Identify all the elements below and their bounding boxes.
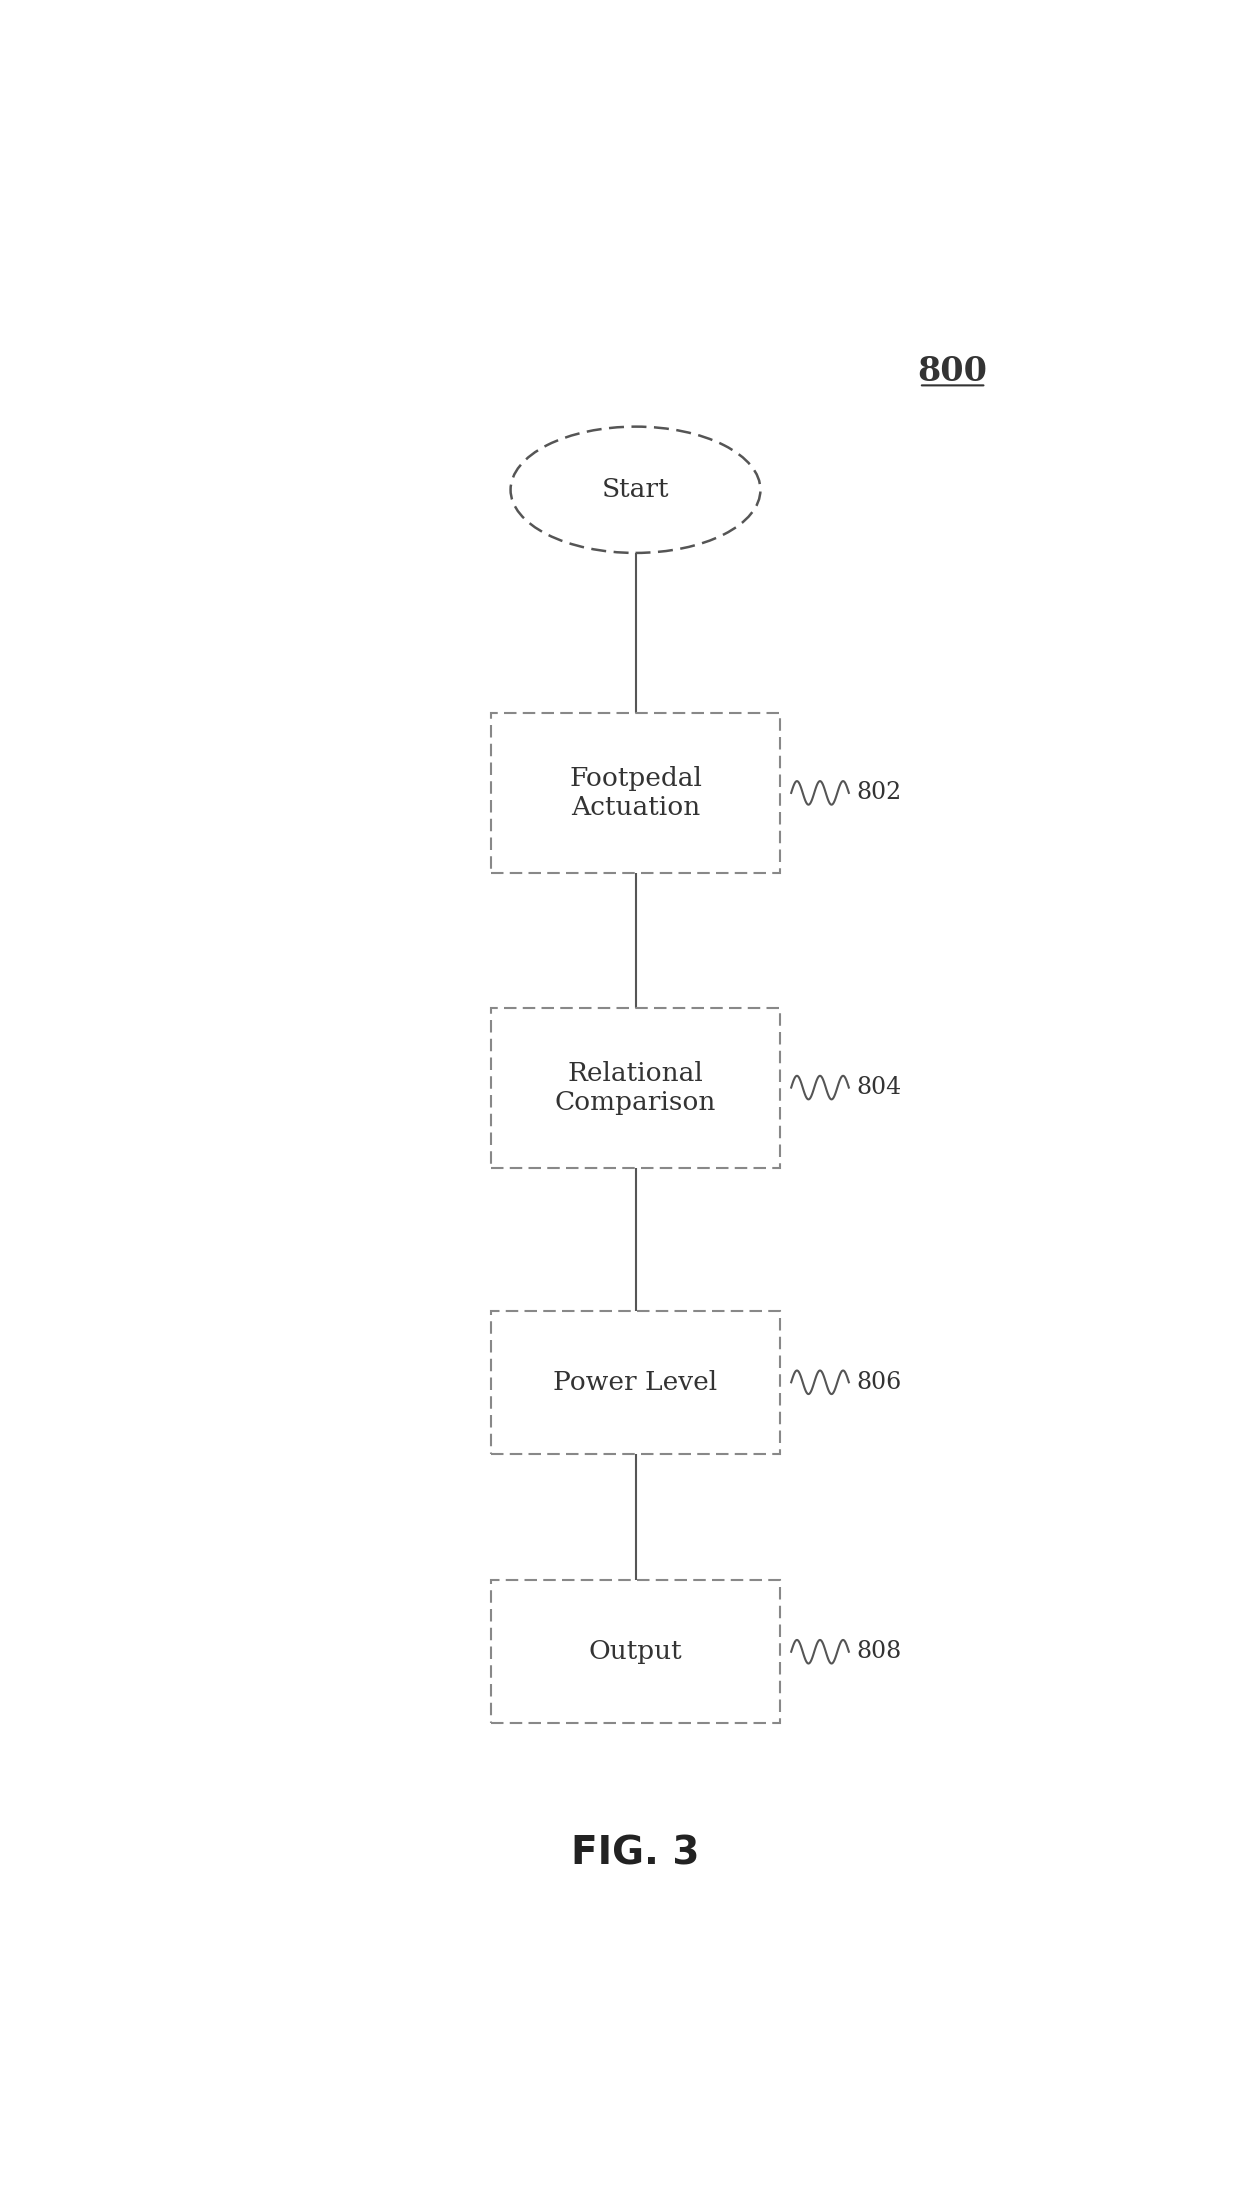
FancyBboxPatch shape (491, 1008, 780, 1168)
Text: 802: 802 (857, 781, 901, 805)
Text: Output: Output (589, 1640, 682, 1664)
Text: 804: 804 (857, 1076, 901, 1100)
FancyBboxPatch shape (491, 1581, 780, 1723)
Text: 806: 806 (857, 1371, 901, 1393)
FancyBboxPatch shape (491, 1310, 780, 1454)
Text: Relational
Comparison: Relational Comparison (554, 1061, 717, 1115)
Text: Footpedal
Actuation: Footpedal Actuation (569, 765, 702, 820)
FancyBboxPatch shape (491, 713, 780, 873)
Text: Start: Start (601, 477, 670, 503)
Ellipse shape (511, 426, 760, 553)
Text: 800: 800 (918, 356, 987, 389)
Text: FIG. 3: FIG. 3 (572, 1835, 699, 1872)
Text: Power Level: Power Level (553, 1369, 718, 1395)
Text: 808: 808 (857, 1640, 901, 1664)
